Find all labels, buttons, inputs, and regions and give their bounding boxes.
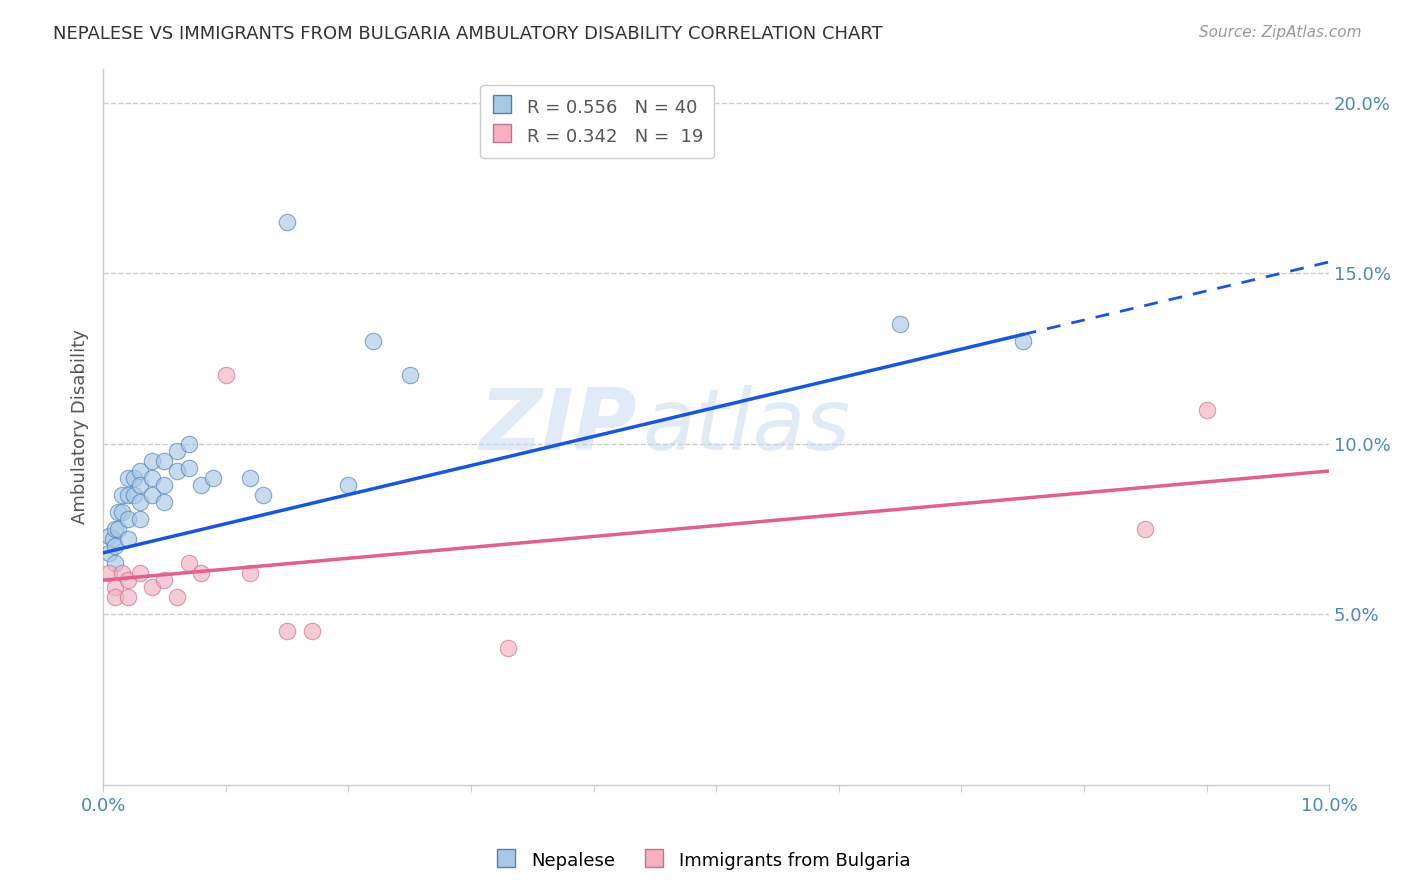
Point <box>104 556 127 570</box>
Point <box>117 573 139 587</box>
Point <box>98 529 121 543</box>
Point <box>141 580 163 594</box>
Point <box>153 454 176 468</box>
Y-axis label: Ambulatory Disability: Ambulatory Disability <box>72 329 89 524</box>
Point <box>153 477 176 491</box>
Point <box>1011 334 1033 349</box>
Point <box>122 471 145 485</box>
Point <box>337 477 360 491</box>
Text: ZIP: ZIP <box>479 385 637 468</box>
Point <box>202 471 225 485</box>
Point <box>177 556 200 570</box>
Point <box>110 566 132 581</box>
Point <box>110 505 132 519</box>
Point <box>398 368 420 383</box>
Point <box>101 532 124 546</box>
Point <box>215 368 238 383</box>
Point <box>141 471 163 485</box>
Point <box>190 566 212 581</box>
Point <box>107 505 129 519</box>
Point <box>104 539 127 553</box>
Point <box>122 488 145 502</box>
Text: NEPALESE VS IMMIGRANTS FROM BULGARIA AMBULATORY DISABILITY CORRELATION CHART: NEPALESE VS IMMIGRANTS FROM BULGARIA AMB… <box>53 25 883 43</box>
Point <box>141 488 163 502</box>
Point <box>301 624 323 639</box>
Point <box>117 488 139 502</box>
Point <box>104 580 127 594</box>
Point <box>190 477 212 491</box>
Point <box>166 464 188 478</box>
Point <box>141 454 163 468</box>
Point <box>98 546 121 560</box>
Legend: R = 0.556   N = 40, R = 0.342   N =  19: R = 0.556 N = 40, R = 0.342 N = 19 <box>479 85 714 158</box>
Point <box>98 566 121 581</box>
Point <box>117 532 139 546</box>
Point <box>107 522 129 536</box>
Point <box>117 590 139 604</box>
Point <box>166 443 188 458</box>
Point <box>177 436 200 450</box>
Point <box>252 488 274 502</box>
Point <box>239 566 262 581</box>
Point <box>276 215 298 229</box>
Point <box>889 318 911 332</box>
Point <box>239 471 262 485</box>
Point <box>129 464 152 478</box>
Point <box>1135 522 1157 536</box>
Point <box>129 477 152 491</box>
Point <box>177 460 200 475</box>
Point <box>153 494 176 508</box>
Point <box>276 624 298 639</box>
Point <box>129 512 152 526</box>
Text: atlas: atlas <box>643 385 851 468</box>
Point <box>361 334 384 349</box>
Point <box>104 590 127 604</box>
Point <box>129 494 152 508</box>
Legend: Nepalese, Immigrants from Bulgaria: Nepalese, Immigrants from Bulgaria <box>488 842 918 879</box>
Point <box>117 512 139 526</box>
Point <box>104 522 127 536</box>
Point <box>117 471 139 485</box>
Point <box>166 590 188 604</box>
Text: Source: ZipAtlas.com: Source: ZipAtlas.com <box>1198 25 1361 40</box>
Point <box>110 488 132 502</box>
Point <box>129 566 152 581</box>
Point <box>496 641 519 656</box>
Point <box>153 573 176 587</box>
Point <box>1195 402 1218 417</box>
